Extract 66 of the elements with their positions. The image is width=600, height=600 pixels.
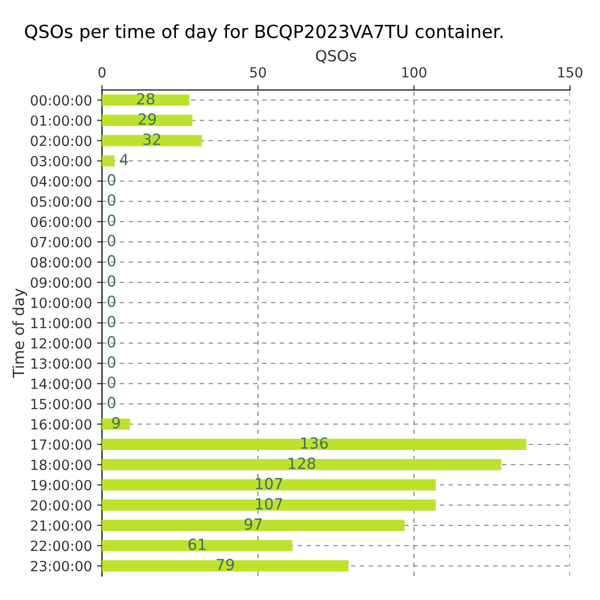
bar <box>102 438 526 450</box>
data-label: 0 <box>108 194 116 206</box>
y-tick-label: 21:00:00 <box>30 520 92 531</box>
data-label: 0 <box>108 336 116 348</box>
y-tick-label: 08:00:00 <box>30 257 92 268</box>
y-tick-label: 22:00:00 <box>30 540 92 552</box>
y-tick-label: 17:00:00 <box>31 439 92 450</box>
y-tick-label: 00:00:00 <box>30 95 92 106</box>
data-label: 0 <box>108 316 116 328</box>
y-tick-label: 19:00:00 <box>31 480 92 490</box>
x-tick-label: 100 <box>402 67 426 78</box>
data-label: 29 <box>138 113 156 125</box>
y-tick-label: 07:00:00 <box>30 236 92 248</box>
data-label: 4 <box>120 154 128 166</box>
y-tick-label: 15:00:00 <box>31 398 92 410</box>
data-label: 0 <box>108 255 116 267</box>
y-tick-label: 20:00:00 <box>30 500 92 511</box>
x-tick-label: 0 <box>98 67 106 78</box>
y-tick-label: 23:00:00 <box>30 560 92 572</box>
data-label: 0 <box>108 396 116 408</box>
y-tick-label: 10:00:00 <box>31 298 92 308</box>
y-tick-label: 05:00:00 <box>30 196 92 207</box>
y-tick-label: 09:00:00 <box>30 277 92 288</box>
data-label: 136 <box>301 437 328 449</box>
data-label: 79 <box>216 558 234 570</box>
bar <box>102 520 405 531</box>
data-label: 28 <box>137 93 154 105</box>
bar <box>102 500 436 511</box>
bar <box>102 94 190 106</box>
bar <box>102 114 192 126</box>
bar <box>102 540 292 552</box>
bar <box>102 459 502 470</box>
bar <box>102 155 114 166</box>
y-tick-label: 12:00:00 <box>31 338 92 349</box>
y-tick-label: 11:00:00 <box>31 318 92 328</box>
y-tick-label: 18:00:00 <box>31 460 92 470</box>
y-tick-label: 01:00:00 <box>30 115 92 126</box>
data-label: 9 <box>112 417 120 429</box>
y-tick-label: 04:00:00 <box>30 176 92 187</box>
data-label: 61 <box>188 538 206 550</box>
data-label: 32 <box>143 134 160 146</box>
chart-title: QSOs per time of day for BCQP2023VA7TU container. <box>25 24 502 42</box>
x-axis-title: QSOs <box>316 50 356 64</box>
bar <box>102 560 348 572</box>
x-tick-label: 50 <box>250 67 266 78</box>
data-label: 107 <box>256 478 282 490</box>
data-label: 0 <box>108 234 116 246</box>
y-tick-label: 13:00:00 <box>31 358 92 369</box>
data-label: 0 <box>108 296 116 308</box>
data-label: 0 <box>108 275 116 287</box>
y-tick-label: 06:00:00 <box>30 216 92 228</box>
bar <box>102 135 202 146</box>
data-label: 97 <box>244 518 262 530</box>
bar <box>102 479 436 490</box>
y-tick-label: 16:00:00 <box>31 419 92 430</box>
data-label: 0 <box>108 214 116 226</box>
y-tick-label: 03:00:00 <box>30 156 92 166</box>
y-tick-label: 14:00:00 <box>31 378 92 390</box>
data-label: 128 <box>288 458 316 470</box>
x-tick-label: 150 <box>558 67 582 78</box>
data-label: 0 <box>108 376 116 388</box>
data-label: 0 <box>108 174 116 186</box>
data-label: 107 <box>256 498 282 510</box>
y-tick-label: 02:00:00 <box>30 136 92 146</box>
y-axis-title: Time of day <box>12 288 28 378</box>
data-label: 0 <box>108 356 116 368</box>
